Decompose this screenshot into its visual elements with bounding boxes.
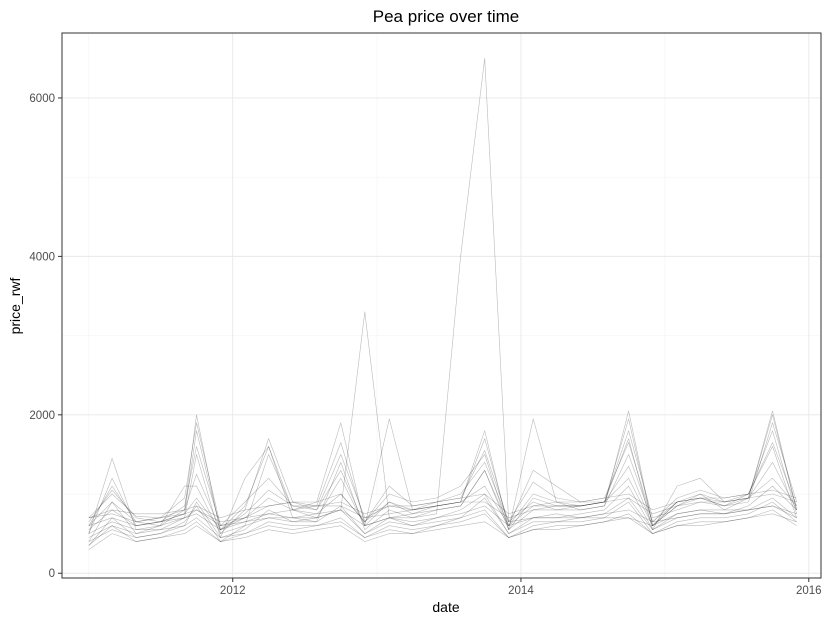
- grid-lines: [62, 33, 821, 578]
- y-tick-label-2: 4000: [29, 251, 55, 263]
- series-line-15: [88, 414, 797, 534]
- series-line-9: [88, 493, 797, 523]
- series-line-14: [88, 489, 797, 519]
- axis-ticks: 2012 2014 2016 0 2000 4000 6000: [29, 93, 821, 597]
- series-line-11: [88, 497, 797, 542]
- y-tick-label-1: 2000: [29, 410, 55, 422]
- series-layer: [88, 57, 797, 550]
- series-line-2: [88, 430, 797, 538]
- series-line-3: [88, 438, 797, 542]
- x-axis-title: date: [432, 599, 459, 615]
- x-tick-label-0: 2012: [220, 585, 246, 597]
- series-line-13: [88, 513, 797, 546]
- y-tick-label-0: 0: [49, 568, 55, 580]
- series-line-16: [88, 57, 797, 527]
- series-line-12: [88, 461, 797, 531]
- series-line-8: [88, 442, 797, 527]
- panel-border: [61, 32, 822, 579]
- x-tick-label-1: 2014: [508, 585, 534, 597]
- series-line-6: [88, 477, 797, 531]
- x-tick-label-2: 2016: [796, 585, 822, 597]
- y-axis-title: price_rwf: [7, 277, 23, 334]
- series-line-4: [88, 485, 797, 546]
- chart-title: Pea price over time: [373, 7, 519, 26]
- series-line-7: [88, 509, 797, 550]
- series-line-0: [88, 422, 797, 527]
- series-line-5: [88, 501, 797, 538]
- series-line-10: [88, 505, 797, 534]
- y-tick-label-3: 6000: [29, 93, 55, 105]
- series-line-1: [88, 410, 797, 534]
